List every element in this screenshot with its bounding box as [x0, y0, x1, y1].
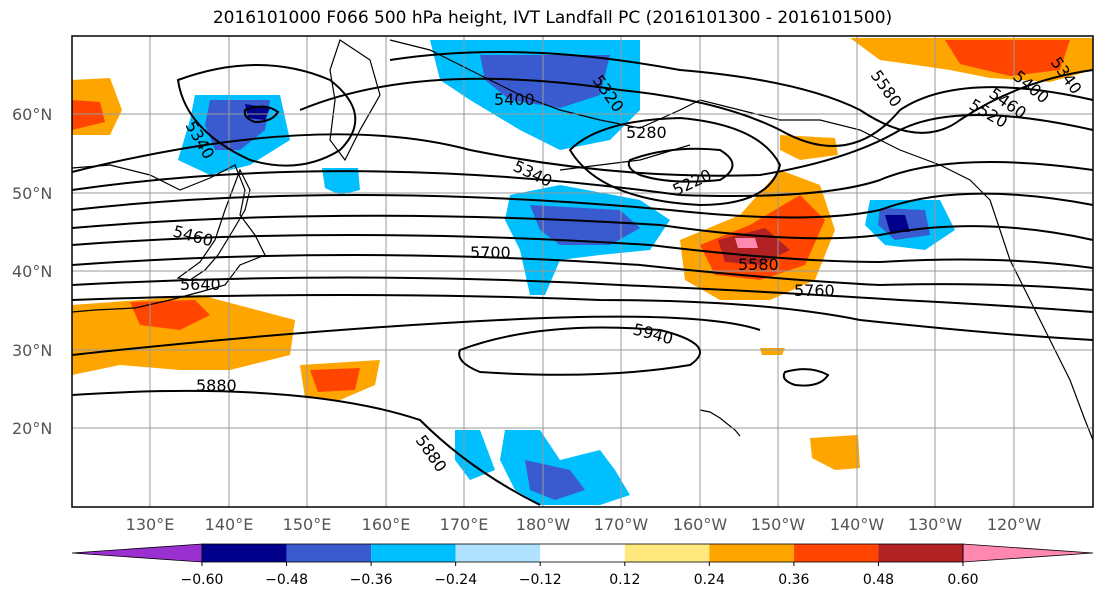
contour-label: 5460 [171, 222, 215, 251]
colorbar-outline [201, 543, 964, 563]
height-contour [71, 214, 1094, 241]
map-frame [71, 35, 1094, 508]
negative-anomaly-region [322, 168, 360, 195]
lat-label: 20°N [12, 419, 52, 438]
positive-anomaly-region [780, 135, 838, 160]
contour-label: 5640 [180, 275, 221, 294]
japan-coastline [176, 168, 251, 281]
colorbar-extend-low [71, 543, 203, 563]
height-contours [71, 51, 1094, 506]
lon-label: 130°E [126, 515, 175, 534]
height-contour [71, 276, 1094, 313]
lon-label: 120°W [987, 515, 1042, 534]
colorbar-ticks: −0.60 −0.48 −0.36 −0.24 −0.12 0.12 0.24 0.36 0.4… [181, 562, 979, 588]
ivt-shading [72, 38, 1093, 505]
height-contour [568, 116, 782, 207]
height-contour [71, 315, 761, 356]
colorbar-segment [371, 544, 456, 562]
negative-anomaly-region [455, 430, 495, 480]
longitude-labels: 130°E 140°E 150°E 160°E 170°E 180°W 170°… [126, 515, 1042, 534]
contour-label: 5700 [470, 243, 511, 262]
negative-anomaly-region [530, 205, 640, 245]
hawaii-coastline [699, 409, 741, 437]
positive-anomaly-region [810, 435, 860, 470]
colorbar-segment [455, 544, 541, 562]
lon-label: 150°E [283, 515, 332, 534]
lat-label: 60°N [12, 105, 52, 124]
lon-label: 160°E [362, 515, 411, 534]
colorbar-tick-label: 0.60 [947, 572, 978, 588]
height-contour [71, 234, 1094, 269]
height-contour [782, 368, 830, 387]
map-title: 2016101000 F066 500 hPa height, IVT Land… [212, 8, 893, 28]
contour-label: 5940 [631, 320, 675, 349]
positive-anomaly-region [760, 348, 785, 355]
contour-label: 5400 [494, 90, 535, 109]
colorbar-tick-label: −0.24 [434, 572, 477, 588]
lon-label: 160°W [673, 515, 728, 534]
height-contour [299, 77, 1094, 147]
height-contour [71, 389, 541, 506]
kamchatka-coastline [329, 39, 381, 162]
positive-anomaly-region [72, 295, 295, 375]
lat-label: 30°N [12, 341, 52, 360]
aleutian-coastline [559, 144, 691, 171]
negative-anomaly-region [525, 460, 585, 500]
lat-label: 40°N [12, 262, 52, 281]
colorbar [71, 543, 1094, 563]
height-contour [176, 64, 357, 167]
colorbar-tick-label: −0.12 [519, 572, 562, 588]
contour-label: 5760 [794, 281, 835, 300]
height-contour [389, 51, 1094, 134]
north-america-coastline [989, 199, 1094, 441]
height-contour [458, 326, 701, 376]
positive-anomaly-region [310, 368, 360, 392]
colorbar-segment [202, 544, 287, 562]
contour-label: 5580 [867, 66, 906, 110]
colorbar-tick-label: 0.48 [863, 572, 894, 588]
lon-label: 150°W [751, 515, 806, 534]
positive-anomaly-region [72, 100, 105, 130]
colorbar-extend-high [962, 543, 1094, 563]
colorbar-segment [709, 544, 794, 562]
colorbar-tick-label: −0.48 [265, 572, 308, 588]
lon-label: 140°W [830, 515, 885, 534]
lon-label: 130°W [908, 515, 963, 534]
colorbar-tick-label: −0.36 [350, 572, 393, 588]
lon-label: 180°W [516, 515, 571, 534]
contour-label: 5580 [738, 255, 779, 274]
height-contour [71, 192, 1094, 219]
asia-coastline [71, 164, 266, 313]
positive-anomaly-region [735, 238, 758, 248]
colorbar-segment [878, 544, 963, 562]
colorbar-tick-label: 0.24 [694, 572, 725, 588]
height-contour [627, 147, 734, 183]
colorbar-segment [286, 544, 372, 562]
colorbar-tick-label: 0.36 [778, 572, 809, 588]
colorbar-tick-label: −0.60 [181, 572, 224, 588]
negative-anomaly-region [885, 215, 910, 232]
colorbar-tick-label: 0.12 [609, 572, 640, 588]
height-contour [71, 254, 1094, 291]
lon-label: 170°W [594, 515, 649, 534]
colorbar-segment [793, 544, 879, 562]
lon-label: 170°E [440, 515, 489, 534]
height-contour [71, 114, 1094, 177]
contour-label: 5880 [412, 431, 451, 475]
latitude-labels: 20°N 30°N 40°N 50°N 60°N [12, 105, 52, 438]
height-contour [243, 105, 280, 124]
lon-label: 140°E [205, 515, 254, 534]
lat-label: 50°N [12, 184, 52, 203]
height-contour [71, 161, 1094, 197]
contour-label: 5280 [626, 123, 667, 142]
colorbar-segment [540, 544, 625, 562]
positive-anomaly-region [945, 40, 1070, 76]
contour-label: 5880 [196, 376, 237, 395]
height-contour [71, 294, 1094, 341]
graticule [72, 36, 1093, 507]
colorbar-segment [624, 544, 710, 562]
